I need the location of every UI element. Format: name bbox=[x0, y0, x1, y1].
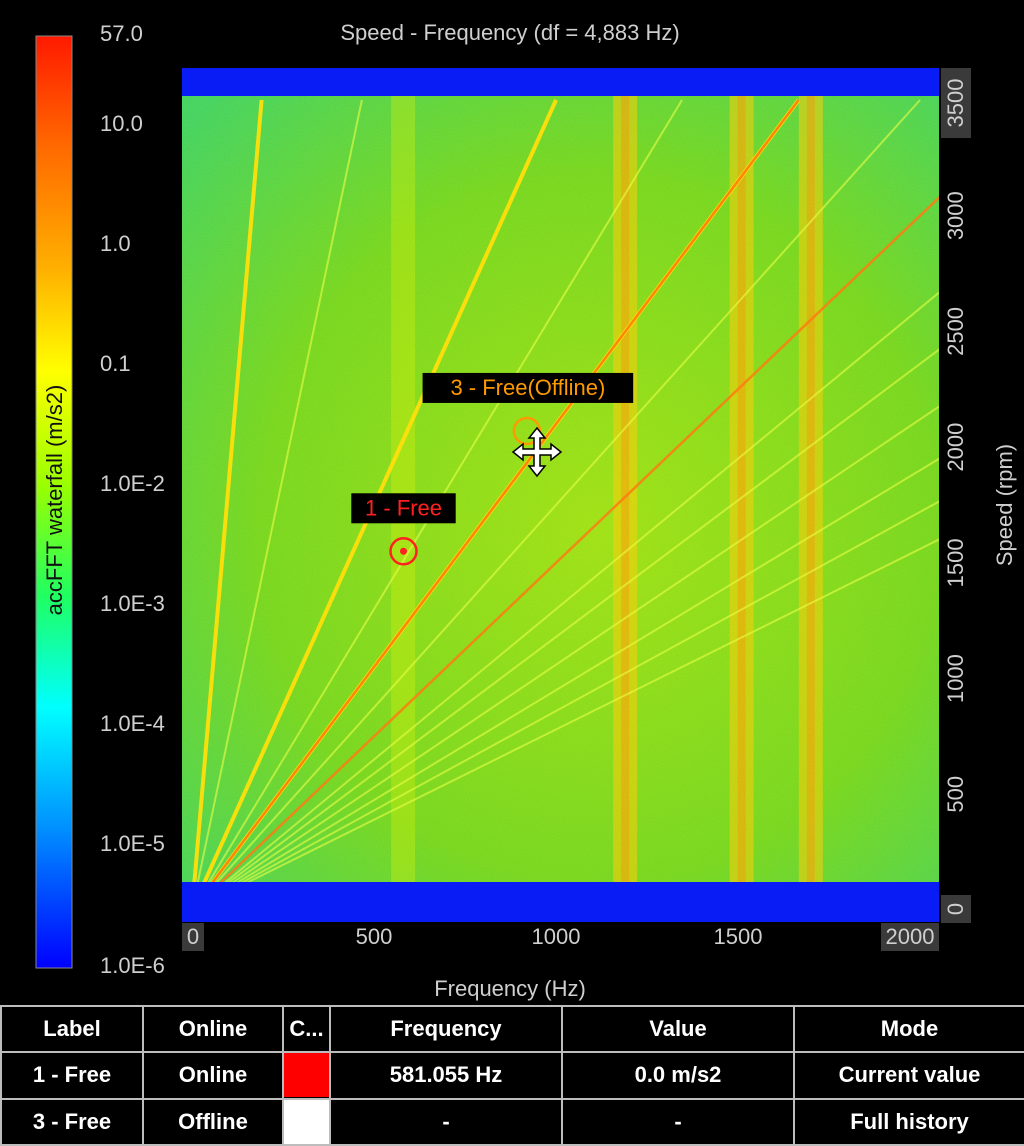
colorbar-tick-label: 10.0 bbox=[100, 111, 143, 136]
cell-frequency: - bbox=[329, 1097, 563, 1146]
colorbar-tick-label: 1.0E-3 bbox=[100, 591, 165, 616]
no-data-band-top bbox=[182, 68, 939, 96]
waterfall-chart: accFFT waterfall (m/s2) 57.0 10.0 1.0 0.1 1.… bbox=[35, 20, 1017, 1001]
colorbar: accFFT waterfall (m/s2) 57.0 10.0 1.0 0.1 1.… bbox=[35, 21, 165, 978]
cursor-label-box bbox=[422, 372, 634, 403]
colorbar-gradient bbox=[35, 35, 73, 969]
colorbar-tick-label: 1.0E-2 bbox=[100, 471, 165, 496]
cell-online[interactable]: Online bbox=[142, 1051, 284, 1100]
colorbar-tick-label: 0.1 bbox=[100, 351, 131, 376]
cursor-dot bbox=[400, 547, 408, 555]
colorbar-label: accFFT waterfall (m/s2) bbox=[42, 385, 67, 616]
cursor-ring[interactable] bbox=[389, 537, 418, 566]
cursor-label: 1 - Free bbox=[365, 495, 442, 520]
table-row[interactable]: 1 - Free Online 581.055 Hz 0.0 m/s2 Curr… bbox=[0, 1051, 1024, 1100]
cursor-markers[interactable]: 1 - Free 3 - Free(Offline) bbox=[351, 372, 634, 566]
column-header-frequency[interactable]: Frequency bbox=[329, 1005, 563, 1053]
heatmap-texture bbox=[182, 96, 939, 882]
colorbar-tick-label: 1.0E-4 bbox=[100, 711, 165, 736]
y-tick-box bbox=[941, 895, 971, 923]
x-tick-label: 1000 bbox=[532, 924, 581, 949]
y-axis-label: Speed (rpm) bbox=[992, 444, 1017, 566]
y-tick-label: 500 bbox=[943, 776, 968, 813]
no-data-band-bottom bbox=[182, 882, 939, 922]
colorbar-tick-label: 1.0 bbox=[100, 231, 131, 256]
color-swatch[interactable] bbox=[285, 1053, 328, 1097]
cell-value: 0.0 m/s2 bbox=[561, 1051, 795, 1100]
cursor-1[interactable]: 1 - Free bbox=[351, 493, 456, 566]
move-cursor-icon bbox=[511, 426, 563, 478]
cell-value: - bbox=[561, 1097, 795, 1146]
chart-title: Speed - Frequency (df = 4,883 Hz) bbox=[340, 20, 679, 45]
cursor-table: Label Online C... Frequency Value Mode 1… bbox=[0, 1005, 1024, 1146]
y-tick-box bbox=[941, 68, 971, 138]
colorbar-tick-label: 1.0E-5 bbox=[100, 831, 165, 856]
column-header-mode[interactable]: Mode bbox=[793, 1005, 1024, 1053]
x-axis-ticks: 0 500 1000 1500 2000 bbox=[182, 923, 939, 951]
cursor-label: 3 - Free(Offline) bbox=[450, 375, 605, 400]
y-tick-label: 1000 bbox=[943, 654, 968, 703]
plot-area bbox=[182, 68, 939, 922]
cell-online[interactable]: Offline bbox=[142, 1097, 284, 1146]
table-row[interactable]: 3 - Free Offline - - Full history bbox=[0, 1097, 1024, 1146]
column-header-color[interactable]: C... bbox=[282, 1005, 331, 1053]
color-swatch[interactable] bbox=[285, 1100, 328, 1144]
x-tick-label: 0 bbox=[187, 924, 199, 949]
x-tick-label: 1500 bbox=[714, 924, 763, 949]
cell-frequency: 581.055 Hz bbox=[329, 1051, 563, 1100]
x-tick-box bbox=[182, 923, 204, 951]
column-header-online[interactable]: Online bbox=[142, 1005, 284, 1053]
cell-color[interactable] bbox=[282, 1051, 331, 1100]
x-axis-label: Frequency (Hz) bbox=[434, 976, 586, 1001]
x-tick-box bbox=[881, 923, 939, 951]
y-tick-label: 2500 bbox=[943, 307, 968, 356]
cell-mode[interactable]: Current value bbox=[793, 1051, 1024, 1100]
column-header-label[interactable]: Label bbox=[0, 1005, 144, 1053]
table-header-row: Label Online C... Frequency Value Mode bbox=[0, 1005, 1024, 1053]
y-axis-ticks: 0 500 1000 1500 2000 2500 3000 3500 bbox=[941, 68, 971, 923]
y-tick-label: 0 bbox=[943, 903, 968, 915]
cursor-2[interactable]: 3 - Free(Offline) bbox=[422, 372, 634, 446]
x-tick-label: 2000 bbox=[886, 924, 935, 949]
column-header-value[interactable]: Value bbox=[561, 1005, 795, 1053]
y-tick-label: 3000 bbox=[943, 191, 968, 240]
cursor-label-box bbox=[351, 493, 456, 524]
y-tick-label: 3500 bbox=[943, 79, 968, 128]
y-tick-label: 1500 bbox=[943, 538, 968, 587]
cell-color[interactable] bbox=[282, 1097, 331, 1146]
cell-label: 1 - Free bbox=[0, 1051, 144, 1100]
colorbar-tick-label: 1.0E-6 bbox=[100, 953, 165, 978]
cell-label: 3 - Free bbox=[0, 1097, 144, 1146]
x-tick-label: 500 bbox=[356, 924, 393, 949]
cell-mode[interactable]: Full history bbox=[793, 1097, 1024, 1146]
colorbar-tick-label: 57.0 bbox=[100, 21, 143, 46]
y-tick-label: 2000 bbox=[943, 423, 968, 472]
colorbar-tick-labels: 57.0 10.0 1.0 0.1 1.0E-2 1.0E-3 1.0E-4 1.0E-5 1.… bbox=[100, 21, 165, 978]
